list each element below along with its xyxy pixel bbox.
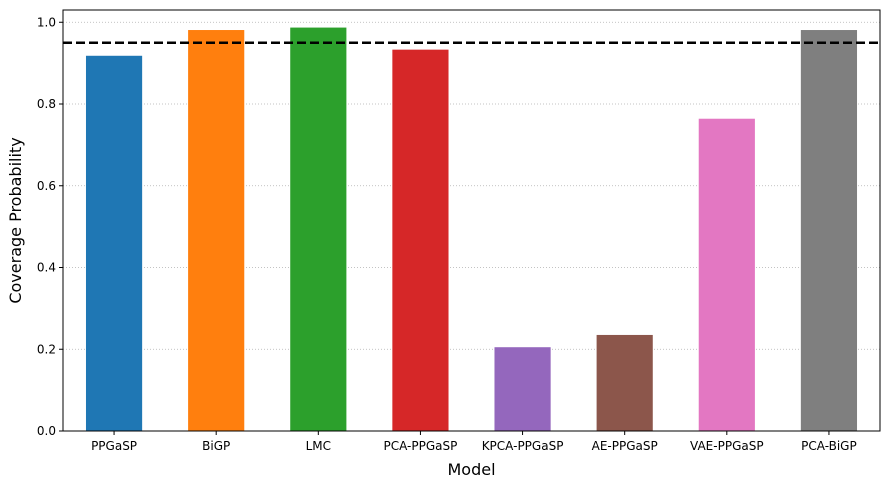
y-tick-label: 0.8 — [37, 97, 56, 111]
x-tick-label: VAE-PPGaSP — [690, 439, 764, 453]
y-tick-label: 0.4 — [37, 261, 56, 275]
bar-vae-ppgasp — [698, 118, 755, 431]
bar-ae-ppgasp — [596, 334, 653, 431]
x-tick-label: KPCA-PPGaSP — [482, 439, 564, 453]
y-tick-label: 0.2 — [37, 342, 56, 356]
bar-pca-bigp — [800, 30, 858, 431]
x-tick-label: AE-PPGaSP — [592, 439, 658, 453]
y-tick-label: 0.6 — [37, 179, 56, 193]
bar-ppgasp — [85, 55, 143, 432]
grid-lines — [63, 21, 880, 432]
plot-frame — [62, 9, 881, 432]
y-tick-label: 1.0 — [37, 15, 56, 29]
x-tick-label: PCA-PPGaSP — [384, 439, 458, 453]
x-tick-label: LMC — [306, 439, 331, 453]
bar-kpca-ppgasp — [494, 347, 551, 431]
bars — [85, 27, 858, 432]
y-axis-label: Coverage Probability — [6, 137, 25, 303]
x-axis-label: Model — [447, 460, 495, 479]
x-tick-label: BiGP — [202, 439, 230, 453]
bar-bigp — [188, 30, 245, 431]
y-axis-ticks: 0.0 0.2 0.4 0.6 0.8 1.0 — [37, 15, 63, 438]
bar-pca-ppgasp — [392, 49, 449, 431]
y-tick-label: 0.0 — [37, 424, 56, 438]
x-tick-label: PPGaSP — [91, 439, 137, 453]
x-axis-ticks: PPGaSP BiGP LMC PCA-PPGaSP KPCA-PPGaSP AE-PPG… — [91, 431, 857, 453]
x-tick-label: PCA-BiGP — [801, 439, 857, 453]
bar-lmc — [290, 27, 347, 432]
